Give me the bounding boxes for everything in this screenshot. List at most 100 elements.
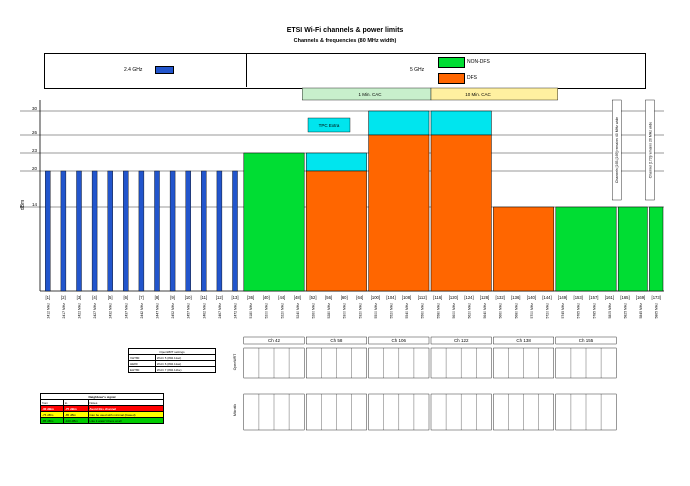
x-tick-channel: [116] [433, 295, 442, 300]
x-tick-frequency: 5520 MHz [390, 303, 394, 319]
x-tick-frequency: 2467 MHz [218, 303, 222, 319]
channel-group-header: Ch 155 [579, 338, 594, 343]
x-tick-frequency: 5700 MHz [530, 303, 534, 319]
y-axis-label: dBm [20, 200, 26, 210]
channel-group-header-box [430, 336, 492, 345]
x-tick-channel: [169] [636, 295, 645, 300]
channel-group-header: Ch 138 [516, 338, 531, 343]
cac-10min-label: 10 Min. CAC [465, 92, 491, 97]
chart-subtitle: Channels & frequencies (80 MHz width) [293, 38, 397, 44]
bar-24ghz-channel [216, 170, 223, 292]
note-165-169: Channels [165-[169] remains 40 MHz wide [615, 117, 619, 183]
channel-group-header-box [243, 336, 305, 345]
note-box-165-169 [612, 99, 622, 201]
x-tick-channel: [112] [418, 295, 427, 300]
bar-24ghz-channel [107, 170, 113, 292]
channel-group-header-box [555, 336, 617, 345]
bar-5ghz-group [493, 206, 555, 292]
channel-group-header-box [306, 336, 367, 345]
x-tick-frequency: 2437 MHz [124, 303, 128, 319]
x-tick-channel: [2] [61, 295, 66, 300]
x-tick-frequency: 2462 MHz [202, 303, 206, 319]
cac-10min-band [430, 87, 559, 101]
legend-24ghz-swatch [155, 66, 174, 74]
x-tick-channel: [5] [108, 295, 113, 300]
x-tick-channel: [104] [386, 295, 395, 300]
x-tick-frequency: 2442 MHz [140, 303, 144, 319]
x-tick-channel: [4] [92, 295, 97, 300]
x-tick-channel: [60] [341, 295, 348, 300]
neighbours-signal-table: Neighbour's signal from to Notes -30 dBm -7… [40, 393, 164, 424]
bar-5ghz-group [555, 206, 617, 292]
x-tick-channel: [40] [263, 295, 270, 300]
openwrt-settings-table: OpenWRT settings VHT80 Wi-Fi 5 (802.11ac)… [128, 348, 217, 373]
x-tick-channel: [7] [139, 295, 144, 300]
x-tick-frequency: 5180 MHz [249, 303, 253, 319]
y-tick-label: 30 [32, 106, 38, 111]
neighbours-from: -85 dBm [40, 417, 64, 424]
channel-group-header: Ch 106 [392, 338, 407, 343]
y-tick-label: 26 [32, 130, 38, 135]
x-tick-frequency: 2422 MHz [78, 303, 82, 319]
x-tick-channel: [165] [620, 295, 629, 300]
x-tick-channel: [48] [294, 295, 301, 300]
bar-24ghz-channel [45, 170, 51, 292]
bar-24ghz-channel [201, 170, 207, 292]
x-tick-frequency: 5320 MHz [358, 303, 362, 319]
x-tick-frequency: 5280 MHz [327, 303, 331, 319]
x-tick-frequency: 5865 MHz [655, 303, 659, 319]
x-tick-channel: [11] [200, 295, 207, 300]
x-tick-channel: [136] [511, 295, 520, 300]
neighbours-note: Like it wasn't there at all [87, 417, 164, 424]
y-tick-label: 23 [32, 148, 38, 153]
channel-group-header: Ch 58 [330, 338, 343, 343]
bar-5ghz-group [617, 206, 648, 292]
x-tick-frequency: 5765 MHz [577, 303, 581, 319]
x-tick-channel: [1] [45, 295, 50, 300]
x-tick-channel: [100] [371, 295, 380, 300]
x-tick-frequency: 2447 MHz [156, 303, 160, 319]
bar-24ghz-channel [185, 170, 191, 292]
openwrt-mode: EHT80 [128, 366, 156, 373]
openwrt-row-label: OpenWRT [233, 353, 237, 370]
x-tick-frequency: 5620 MHz [468, 303, 472, 319]
x-tick-frequency: 5640 MHz [483, 303, 487, 319]
x-tick-frequency: 2412 MHz [46, 303, 50, 319]
x-tick-channel: [149] [558, 295, 567, 300]
x-tick-channel: [10] [185, 295, 192, 300]
cac-1min-label: 1 Min. CAC [358, 92, 382, 97]
y-tick-label: 14 [32, 202, 38, 207]
bar-5ghz-tpc-extra [305, 152, 367, 172]
legend-24ghz-label: 2.4 GHz [124, 67, 143, 73]
mikrotik-row-label: Mikrotik [233, 404, 237, 416]
x-tick-channel: [161] [605, 295, 614, 300]
legend-dfs-swatch [438, 73, 465, 84]
bar-24ghz-channel [232, 170, 238, 292]
note-box-173 [645, 99, 655, 201]
legend-nondfs-swatch [438, 57, 465, 68]
x-tick-frequency: 5825 MHz [624, 303, 628, 319]
x-tick-channel: [8] [155, 295, 160, 300]
bar-5ghz-group [430, 134, 492, 292]
x-tick-channel: [132] [496, 295, 505, 300]
note-173: Channel [173] remains 20 MHz wide [648, 122, 652, 178]
x-tick-frequency: 5845 MHz [639, 303, 643, 319]
neighbours-to: -100 dBm [62, 417, 89, 424]
x-tick-frequency: 5240 MHz [296, 303, 300, 319]
x-tick-frequency: 5805 MHz [608, 303, 612, 319]
x-tick-frequency: 5720 MHz [546, 303, 550, 319]
x-tick-channel: [56] [325, 295, 332, 300]
x-tick-channel: [140] [527, 295, 536, 300]
x-tick-channel: [128] [480, 295, 489, 300]
bar-24ghz-channel [169, 170, 176, 292]
bar-24ghz-channel [76, 170, 82, 292]
bar-24ghz-channel [138, 170, 145, 292]
x-tick-frequency: 5220 MHz [280, 303, 284, 319]
bar-5ghz-group [649, 206, 664, 292]
x-tick-channel: [44] [278, 295, 285, 300]
x-tick-channel: [36] [247, 295, 254, 300]
channel-group-header: Ch 122 [454, 338, 469, 343]
x-tick-frequency: 5540 MHz [405, 303, 409, 319]
bar-5ghz-group [243, 152, 305, 292]
x-tick-frequency: 5500 MHz [374, 303, 378, 319]
